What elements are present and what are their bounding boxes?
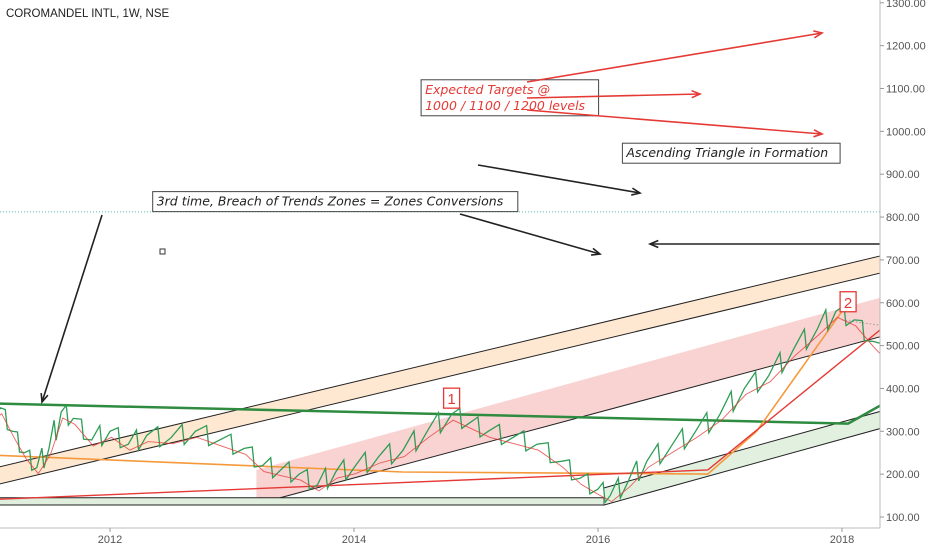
- arrow-triangle: [477, 164, 641, 194]
- trend-zones: [0, 243, 932, 506]
- breach-annotation-box: [152, 191, 519, 213]
- targets-annotation-text: Expected Targets @: [425, 82, 550, 97]
- wave-label: 2: [844, 295, 852, 312]
- arrow-fib-1618-head: [647, 239, 659, 249]
- triangle-annotation-text: Ascending Triangle in Formation: [625, 145, 828, 160]
- y-tick-label: 700.00: [886, 255, 920, 267]
- lower-zone-edge-high: [603, 396, 932, 489]
- green-trend-line: [0, 375, 932, 425]
- price-line: [0, 304, 932, 505]
- arrow-triangle-head: [631, 187, 643, 196]
- y-tick-label: 1300.00: [886, 0, 926, 10]
- time-axis-bg: [0, 528, 880, 550]
- x-tick-label: 2012: [98, 534, 122, 546]
- upper-orange-zone: [0, 243, 932, 484]
- wave-label-box: [442, 387, 461, 409]
- y-tick-label: 1000.00: [886, 126, 926, 138]
- arrow-target-1200-head: [813, 30, 825, 39]
- y-tick-label: 300.00: [886, 426, 920, 438]
- triangle-annotation-box: [621, 142, 841, 164]
- arrow-target-1000: [526, 109, 823, 135]
- y-tick-label: 400.00: [886, 383, 920, 395]
- y-tick-label: 100.00: [886, 512, 920, 524]
- y-tick-label: 800.00: [886, 212, 920, 224]
- arrow-target-1100-head: [691, 89, 703, 99]
- arrow-first-breach-head: [40, 392, 49, 404]
- y-tick-label: 1200.00: [886, 41, 926, 53]
- arrow-breach: [459, 213, 601, 255]
- price-axis-bg: [880, 0, 932, 550]
- wave-label-box: [839, 291, 857, 313]
- upper-zone-edge-high: [0, 243, 932, 468]
- middle-red-zone: [256, 283, 932, 505]
- arrow-first-breach: [41, 214, 103, 403]
- price-line-down: [0, 316, 932, 503]
- x-tick-label: 2018: [830, 534, 854, 546]
- arrow-target-1200: [526, 32, 823, 83]
- y-tick-label: 900.00: [886, 169, 920, 181]
- base-green-zone: [0, 497, 605, 506]
- x-tick-label: 2016: [586, 534, 610, 546]
- lower-green-zone: [604, 397, 932, 505]
- price-series: [0, 304, 932, 505]
- lower-zone-edge-low: [603, 413, 932, 506]
- arrow-target-1000-head: [813, 129, 825, 138]
- trend-lines: [0, 310, 932, 500]
- y-tick-label: 600.00: [886, 298, 920, 310]
- red-trend-line: [0, 310, 904, 500]
- y-tick-label: 200.00: [886, 469, 920, 481]
- arrow-breach-head: [590, 247, 602, 256]
- orange-trend-line: [0, 310, 843, 475]
- y-tick-label: 500.00: [886, 341, 920, 353]
- middle-zone-edge: [256, 322, 932, 505]
- annotation-arrows: 123Expected Targets @1000 / 1100 / 1200 …: [40, 30, 930, 409]
- arrow-target-1100: [526, 93, 701, 99]
- breach-annotation-text: 3rd time, Breach of Trends Zones = Zones…: [157, 194, 504, 209]
- x-tick-label: 2014: [342, 534, 366, 546]
- targets-annotation-text: 1000 / 1100 / 1200 levels: [425, 98, 585, 113]
- chart-title: COROMANDEL INTL, 1W, NSE: [6, 8, 169, 20]
- wave-label: 1: [447, 391, 455, 408]
- marker-square: [159, 248, 166, 255]
- y-tick-label: 1100.00: [886, 84, 925, 96]
